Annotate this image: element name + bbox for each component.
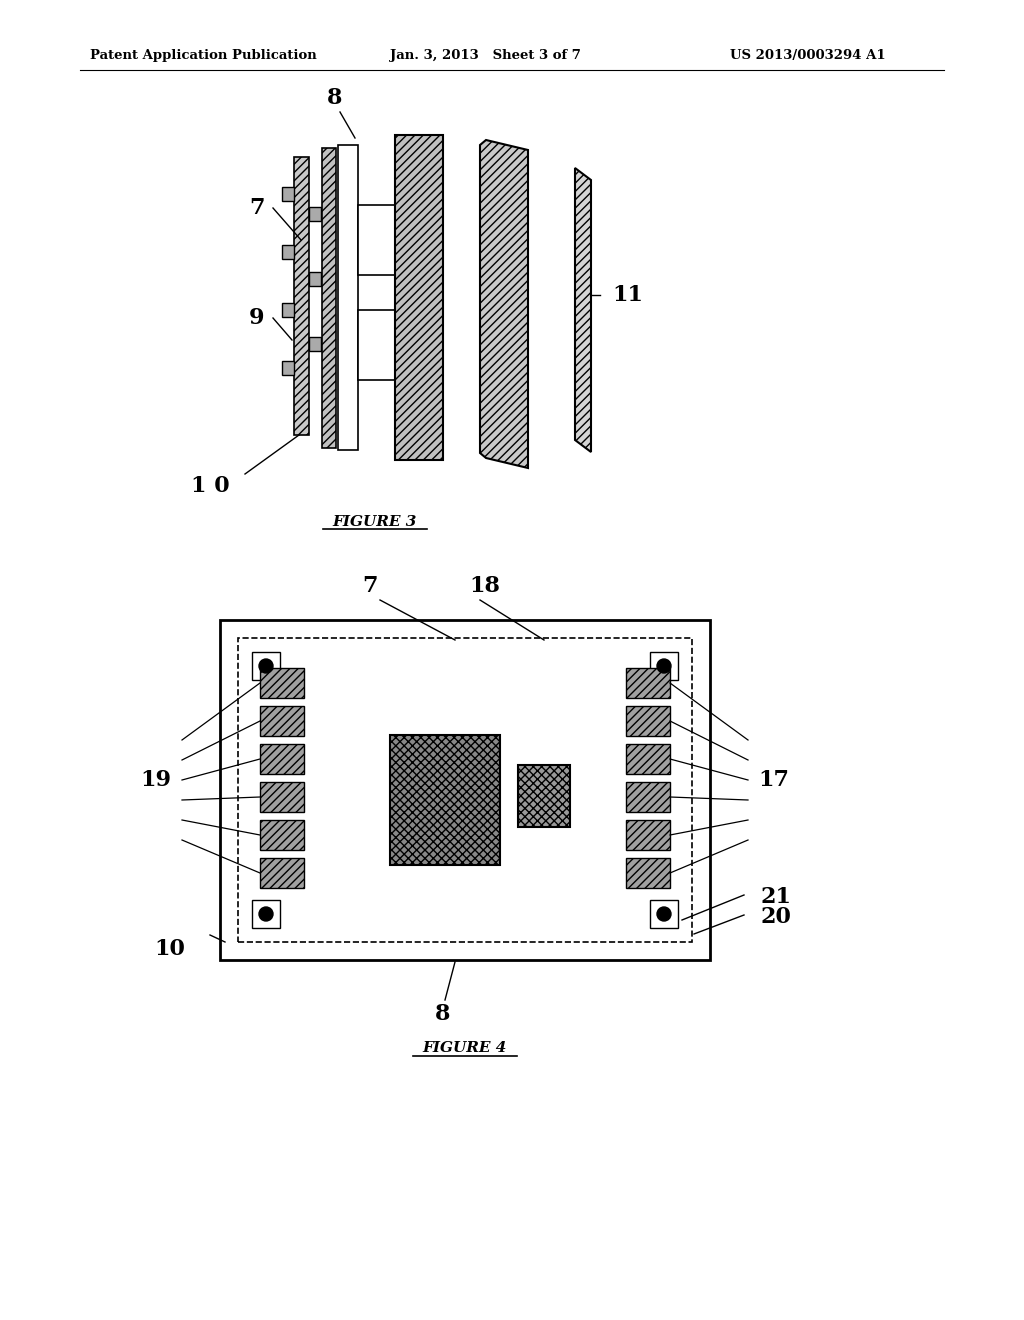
Bar xyxy=(220,620,710,960)
Bar xyxy=(626,781,670,812)
Bar xyxy=(518,766,570,828)
Text: 11: 11 xyxy=(612,284,643,306)
Text: Jan. 3, 2013   Sheet 3 of 7: Jan. 3, 2013 Sheet 3 of 7 xyxy=(390,49,581,62)
Bar xyxy=(309,272,321,286)
Bar xyxy=(395,135,443,459)
Bar xyxy=(626,744,670,774)
Bar xyxy=(390,735,500,865)
Bar xyxy=(260,820,304,850)
Bar xyxy=(260,668,304,698)
Bar xyxy=(294,157,309,436)
Text: 1 0: 1 0 xyxy=(190,475,229,498)
Bar xyxy=(322,148,336,447)
Text: 9: 9 xyxy=(249,308,265,329)
Text: US 2013/0003294 A1: US 2013/0003294 A1 xyxy=(730,49,886,62)
Bar xyxy=(626,820,670,850)
Text: 7: 7 xyxy=(249,197,265,219)
Bar xyxy=(252,652,280,680)
Bar xyxy=(282,187,294,201)
Bar xyxy=(338,145,358,450)
Bar xyxy=(260,706,304,737)
Bar xyxy=(626,706,670,737)
Bar xyxy=(358,205,396,275)
Text: 17: 17 xyxy=(759,770,790,791)
Text: 19: 19 xyxy=(140,770,171,791)
Bar xyxy=(238,638,692,942)
Circle shape xyxy=(657,907,671,921)
Bar xyxy=(260,744,304,774)
Bar xyxy=(650,652,678,680)
Text: FIGURE 4: FIGURE 4 xyxy=(423,1041,507,1055)
Bar xyxy=(626,858,670,888)
Text: 7: 7 xyxy=(362,576,378,597)
Text: 8: 8 xyxy=(435,1003,451,1026)
Bar xyxy=(252,900,280,928)
Text: 21: 21 xyxy=(761,886,792,908)
Polygon shape xyxy=(575,168,591,451)
Circle shape xyxy=(259,659,273,673)
Circle shape xyxy=(259,907,273,921)
Bar xyxy=(282,246,294,259)
Text: 8: 8 xyxy=(328,87,343,110)
Text: 10: 10 xyxy=(155,939,185,960)
Bar xyxy=(282,304,294,317)
Bar xyxy=(650,900,678,928)
Bar xyxy=(309,207,321,220)
Text: Patent Application Publication: Patent Application Publication xyxy=(90,49,316,62)
Bar xyxy=(358,310,396,380)
Polygon shape xyxy=(480,140,528,469)
Bar xyxy=(626,668,670,698)
Bar xyxy=(260,858,304,888)
Bar xyxy=(260,781,304,812)
Text: 20: 20 xyxy=(761,906,792,928)
Bar xyxy=(309,337,321,351)
Text: FIGURE 3: FIGURE 3 xyxy=(333,515,417,529)
Circle shape xyxy=(657,659,671,673)
Bar xyxy=(282,360,294,375)
Text: 18: 18 xyxy=(469,576,501,597)
